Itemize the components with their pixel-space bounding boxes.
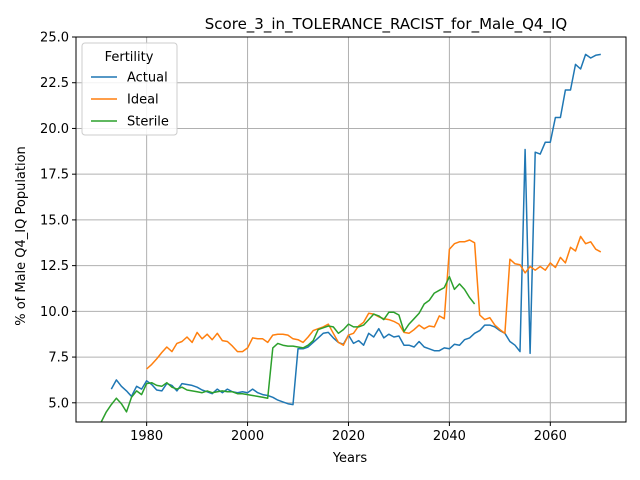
y-tick-label: 25.0 (40, 31, 69, 46)
legend: Fertility Actual Ideal Sterile (81, 42, 178, 136)
legend-items: Actual Ideal Sterile (91, 71, 169, 130)
x-tick-label: 2040 (433, 429, 466, 444)
x-axis-label: Years (332, 451, 368, 466)
legend-label-ideal: Ideal (127, 93, 159, 108)
y-tick-label: 17.5 (40, 168, 69, 183)
x-tick-label: 2060 (534, 429, 567, 444)
y-tick-label: 12.5 (40, 259, 69, 274)
y-tick-label: 5.0 (48, 396, 69, 411)
y-tick-label: 7.5 (48, 351, 69, 366)
y-tick-label: 10.0 (40, 305, 69, 320)
legend-title: Fertility (105, 50, 154, 65)
x-axis: 1980 2000 2020 2040 2060 (130, 422, 567, 444)
y-axis: 5.0 7.5 10.0 12.5 15.0 17.5 20.0 22.5 25.0 (40, 31, 76, 411)
y-tick-label: 22.5 (40, 76, 69, 91)
legend-label-sterile: Sterile (127, 115, 169, 130)
x-tick-label: 2000 (231, 429, 264, 444)
y-tick-label: 15.0 (40, 213, 69, 228)
chart-title: Score_3_in_TOLERANCE_RACIST_for_Male_Q4_… (205, 15, 567, 34)
x-tick-label: 1980 (130, 429, 163, 444)
series-line-actual (110, 53, 601, 406)
legend-label-actual: Actual (127, 71, 168, 86)
series-layer (100, 53, 602, 423)
x-tick-label: 2020 (332, 429, 365, 444)
series-line-sterile (100, 275, 476, 423)
y-tick-label: 20.0 (40, 122, 69, 137)
legend-box (81, 42, 178, 136)
plot-frame (75, 36, 627, 423)
y-axis-label: % of Male Q4_IQ Population (14, 146, 29, 326)
